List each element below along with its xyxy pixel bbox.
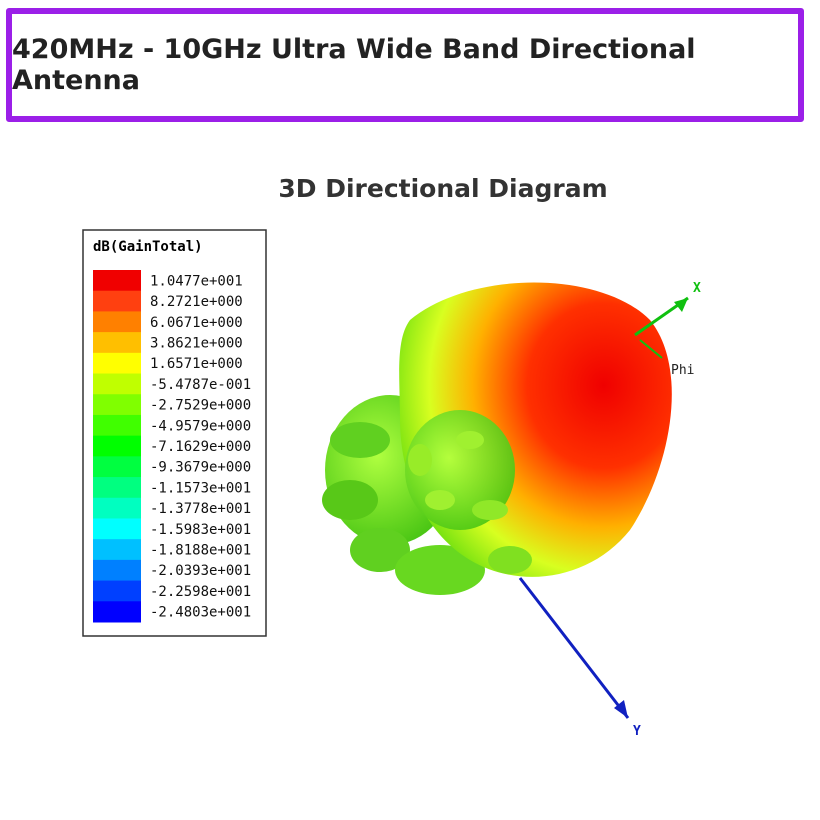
legend-swatch <box>93 352 141 375</box>
axis-y-label: Y <box>633 724 641 739</box>
axis-phi-label: Phi <box>671 363 694 378</box>
legend-label: -2.7529e+000 <box>150 398 251 414</box>
legend-label: 8.2721e+000 <box>150 294 243 310</box>
legend-label: -2.4803e+001 <box>150 605 251 621</box>
axes: X Phi Y <box>518 281 701 739</box>
legend-swatch <box>93 518 141 540</box>
banner: 420MHz - 10GHz Ultra Wide Band Direction… <box>6 8 804 122</box>
axis-x-label: X <box>693 281 701 296</box>
legend-swatch <box>93 477 141 499</box>
legend-label: -2.2598e+001 <box>150 584 251 600</box>
legend-swatch <box>93 414 141 437</box>
legend-swatch <box>93 270 141 292</box>
radiation-pattern <box>322 282 672 595</box>
legend-swatch <box>93 332 141 354</box>
legend-swatch <box>93 290 141 312</box>
legend-label: -4.9579e+000 <box>150 418 251 434</box>
legend-label: -1.3778e+001 <box>150 501 251 517</box>
legend-label: -7.1629e+000 <box>150 439 251 455</box>
legend-swatch <box>93 311 141 333</box>
subtitle: 3D Directional Diagram <box>278 174 608 203</box>
legend-label: -9.3679e+000 <box>150 460 251 476</box>
legend-swatch <box>93 456 141 478</box>
legend-label: 1.6571e+000 <box>150 356 243 372</box>
legend-label: -1.8188e+001 <box>150 543 251 559</box>
legend-label: -1.5983e+001 <box>150 522 251 538</box>
legend-label: -5.4787e-001 <box>150 377 251 393</box>
legend-swatch <box>93 373 141 395</box>
title: 420MHz - 10GHz Ultra Wide Band Direction… <box>12 34 696 96</box>
legend-label: -2.0393e+001 <box>150 563 251 579</box>
legend-swatch <box>93 497 141 519</box>
legend-swatch <box>93 435 141 457</box>
legend-title: dB(GainTotal) <box>93 239 203 255</box>
legend-label: 1.0477e+001 <box>150 273 243 289</box>
legend-swatch <box>93 394 141 416</box>
legend-swatch <box>93 559 141 582</box>
legend-swatch <box>93 601 141 623</box>
legend-swatch <box>93 539 141 561</box>
legend-label: 6.0671e+000 <box>150 315 243 331</box>
legend: 1.0477e+001 8.2721e+000 6.0671e+000 3.8621e… <box>93 270 251 623</box>
legend-label: 3.8621e+000 <box>150 335 243 351</box>
legend-label: -1.1573e+001 <box>150 480 251 496</box>
legend-swatch <box>93 580 141 602</box>
